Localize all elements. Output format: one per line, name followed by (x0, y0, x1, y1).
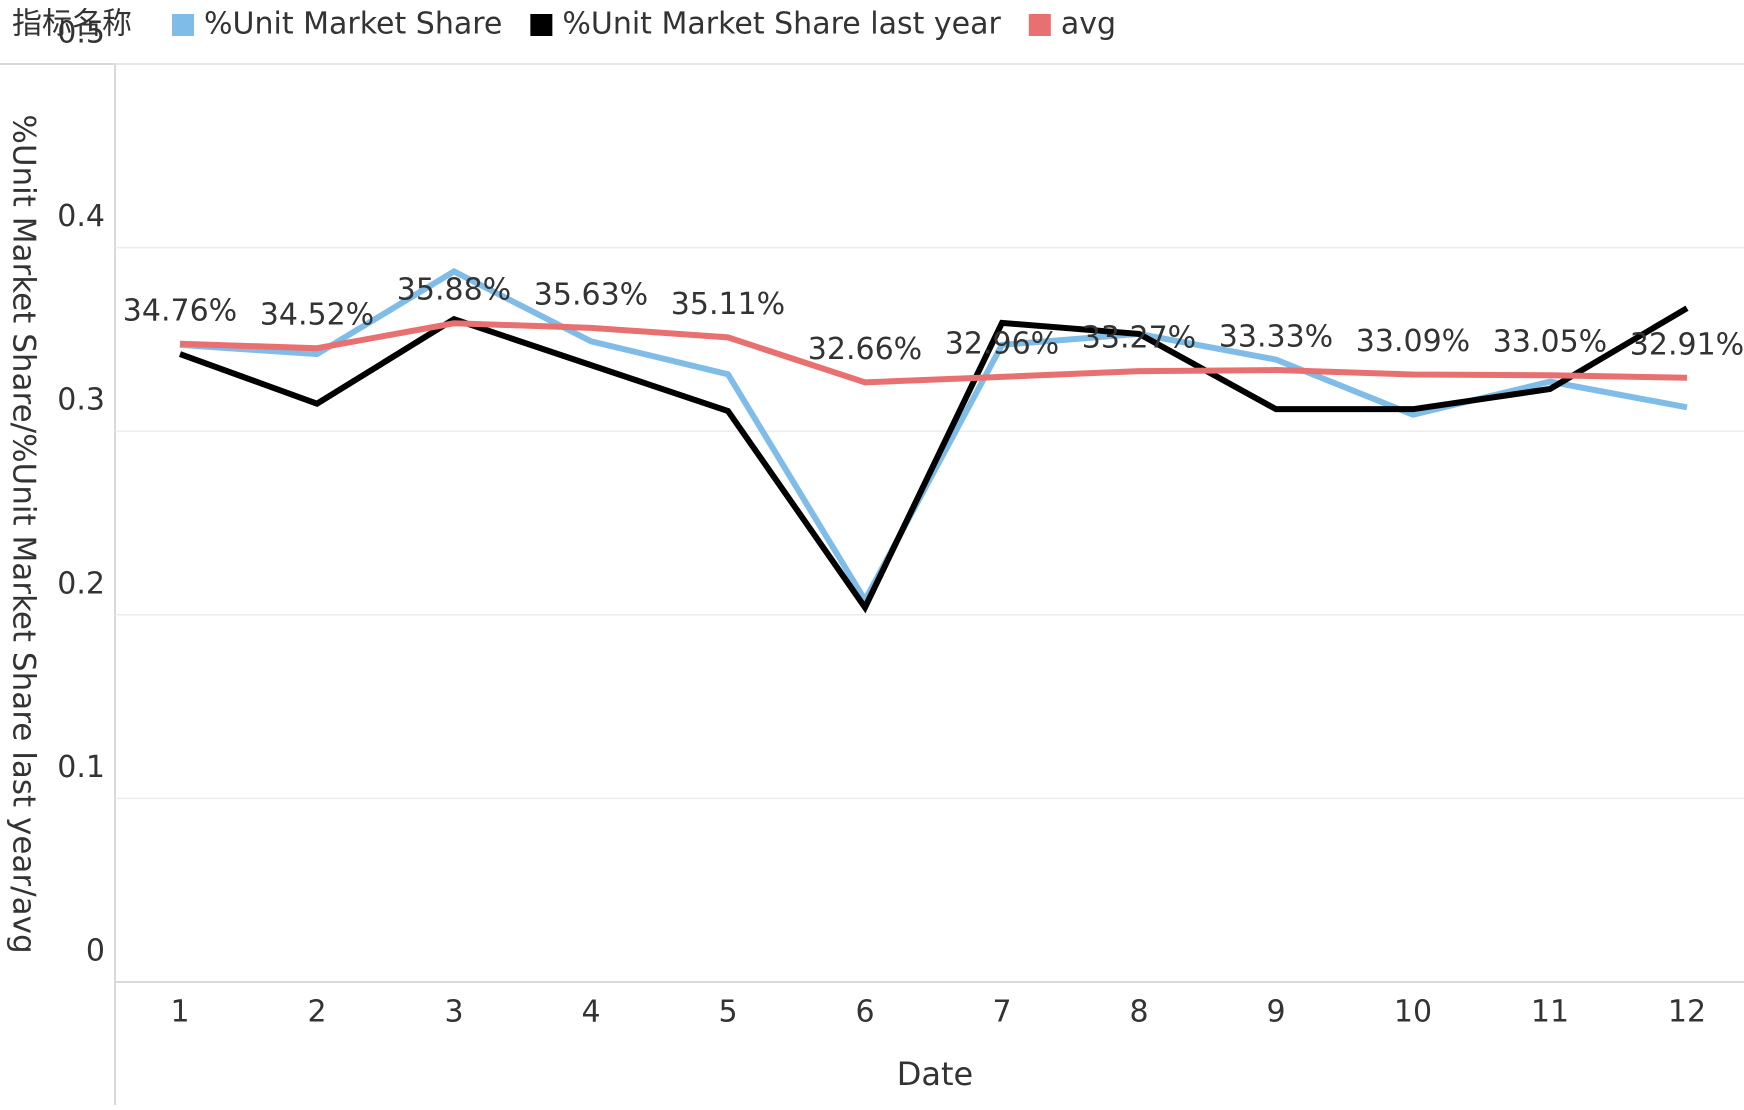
data-label: 32.66% (808, 332, 922, 367)
y-tick-label: 0.3 (57, 383, 105, 418)
legend-label: %Unit Market Share last year (562, 7, 1001, 42)
y-tick-label: 0.5 (57, 16, 105, 51)
series-line (178, 305, 1689, 614)
legend-title: 指标名称 (12, 7, 132, 42)
x-tick-label: 2 (307, 995, 326, 1030)
data-label: 33.33% (1219, 320, 1333, 355)
legend-label: %Unit Market Share (204, 7, 502, 42)
x-axis-title: Date (897, 1055, 973, 1093)
legend-swatch (1028, 14, 1051, 36)
legend-swatch (172, 14, 194, 36)
legend-swatch (530, 14, 553, 36)
y-tick-label: 0.2 (57, 566, 105, 601)
x-tick-label: 6 (855, 995, 874, 1030)
y-tick-label: 0.4 (57, 199, 105, 234)
y-tick-label: 0.1 (57, 750, 105, 785)
x-tick-label: 5 (718, 995, 737, 1030)
data-label: 32.96% (945, 326, 1059, 361)
x-tick-label: 8 (1129, 995, 1148, 1030)
x-tick-label: 3 (444, 995, 463, 1030)
data-label: 34.52% (260, 298, 374, 333)
data-label: 35.63% (534, 277, 648, 312)
data-label: 33.27% (1082, 321, 1196, 356)
data-label: 34.76% (123, 293, 237, 328)
data-label: 32.91% (1630, 327, 1744, 362)
y-axis-title: %Unit Market Share/%Unit Market Share la… (6, 114, 42, 953)
y-tick-label: 0 (86, 934, 105, 969)
data-label: 35.88% (397, 273, 511, 308)
x-tick-label: 7 (992, 995, 1011, 1030)
series-line (179, 268, 1688, 607)
x-tick-label: 11 (1531, 995, 1569, 1030)
x-tick-label: 12 (1668, 995, 1706, 1030)
data-label: 33.09% (1356, 324, 1470, 359)
x-tick-label: 10 (1394, 995, 1432, 1030)
legend-label: avg (1061, 7, 1116, 42)
x-tick-label: 9 (1266, 995, 1285, 1030)
data-label: 35.11% (671, 287, 785, 322)
x-tick-label: 1 (170, 995, 189, 1030)
x-tick-label: 4 (581, 995, 600, 1030)
series-line (179, 320, 1688, 386)
data-label: 33.05% (1493, 325, 1607, 360)
